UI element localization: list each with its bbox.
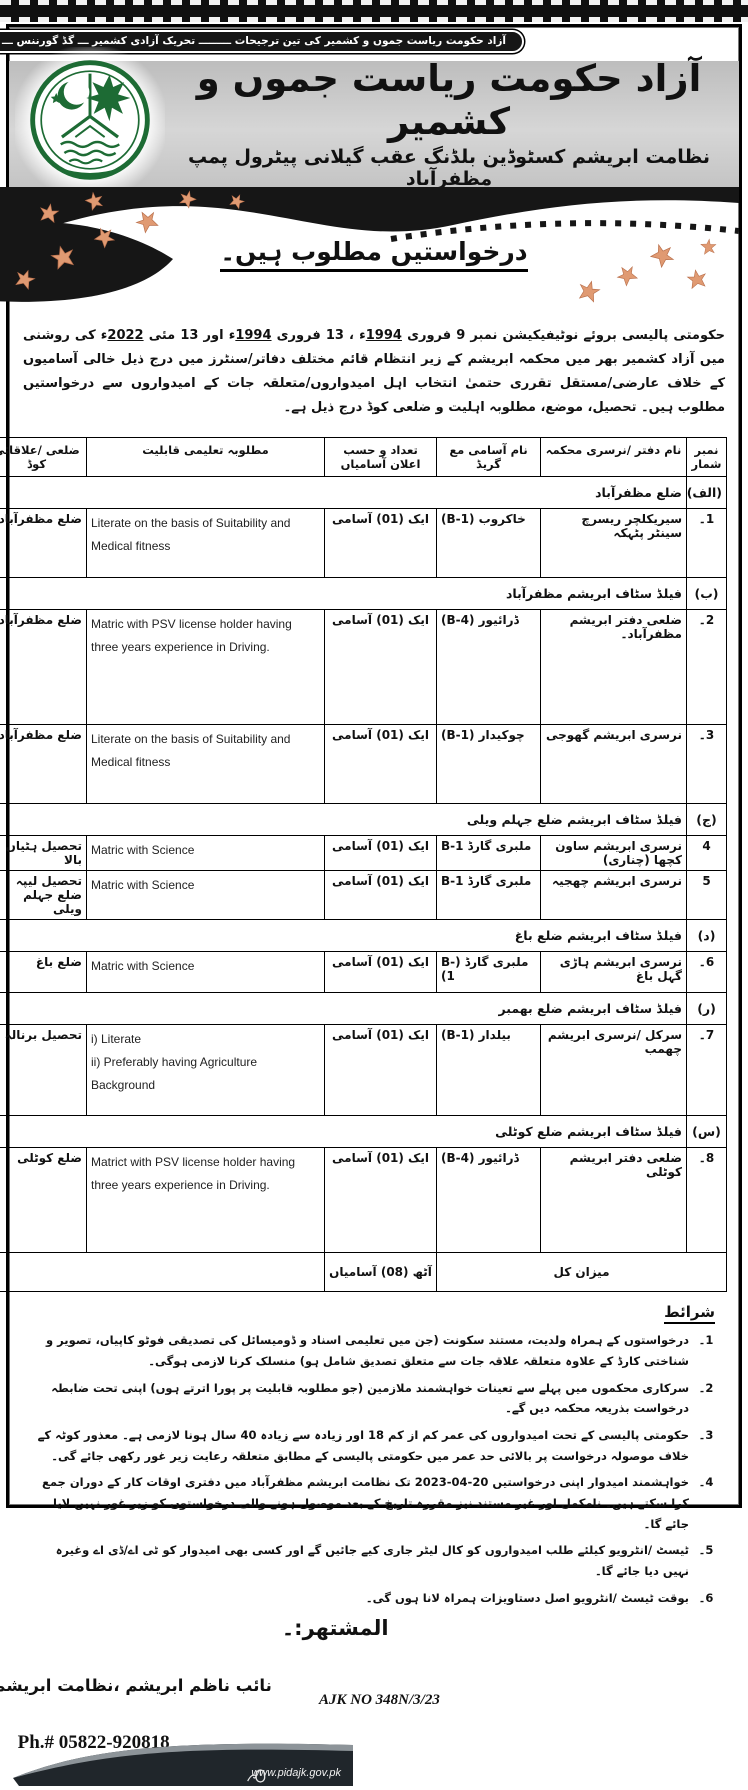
notification-date-1: 1994 <box>365 328 402 343</box>
filmstrip-border <box>0 0 748 22</box>
condition-item: 3۔ حکومتی پالیسی کے تحت امیدواروں کی عمر… <box>37 1427 714 1463</box>
condition-item: 2۔ سرکاری محکموں میں پہلے سے تعینات خواہ… <box>51 1380 714 1416</box>
chinar-leaf-icon <box>86 74 131 122</box>
table-row: 8۔ ضلعی دفتر ابریشم کوٹلی ڈرائیور (B-4) … <box>0 1147 727 1254</box>
col-count: تعداد و حسب اعلان آسامیاں <box>324 437 437 478</box>
vacancies-table: نمبر شمار نام دفتر /نرسری محکمہ نام آسام… <box>0 437 727 1293</box>
table-row: 7۔ سرکل /نرسری ابریشم چھمب بیلدار (B-1) … <box>0 1024 727 1117</box>
section-row-bay: (ب) فیلڈ سٹاف ابریشم مظفرآباد <box>0 577 727 611</box>
col-office: نام دفتر /نرسری محکمہ <box>540 437 687 478</box>
col-serial: نمبر شمار <box>686 437 727 478</box>
table-row: 4 نرسری ابریشم ساون کچھا (چناری) ملبری گ… <box>0 835 727 872</box>
condition-item: 1۔ درخواستوں کے ہمراہ ولدیت، مستند سکونت… <box>46 1333 714 1368</box>
applications-invited-heading: درخواستیں مطلوب ہیں۔ <box>9 237 739 272</box>
masthead-text: آزاد حکومت ریاست جموں و کشمیر نظامت ابری… <box>9 57 739 190</box>
crescent-star-icon <box>50 79 90 110</box>
state-emblem-logo <box>29 59 151 185</box>
section-row-jeem: (ج) فیلڈ سٹاف ابریشم ضلع جہلم ویلی <box>0 803 727 837</box>
table-header-row: نمبر شمار نام دفتر /نرسری محکمہ نام آسام… <box>0 437 727 478</box>
masthead: آزاد حکومت ریاست جموں و کشمیر نظامت ابری… <box>9 47 739 197</box>
table-row: 1۔ سیریکلچر ریسرچ سینٹر پٹہکہ خاکروب (B-… <box>0 508 727 579</box>
section-row-ray: (ر) فیلڈ سٹاف ابریشم ضلع بھمبر <box>0 992 727 1026</box>
pid-website-swoosh: www.pidajk.gov.pk <box>13 1738 353 1787</box>
notification-date-3: 2022 <box>107 328 144 343</box>
footer: المشتهر:۔ نائب ناظم ابریشم ،نظامت ابریشم… <box>0 1614 739 1790</box>
table-row: 3۔ نرسری ابریشم گھوجی چوکیدار (B-1) ایک … <box>0 724 727 805</box>
conditions-heading: شرائط <box>664 1303 715 1325</box>
col-qualification: مطلوبہ تعلیمی قابلیت <box>86 437 325 478</box>
section-row-seen: (س) فیلڈ سٹاف ابریشم ضلع کوٹلی <box>0 1115 727 1149</box>
conditions-section: شرائط 1۔ درخواستوں کے ہمراہ ولدیت، مستند… <box>9 1292 739 1608</box>
advertiser-heading: المشتهر:۔ <box>281 1616 389 1641</box>
website-row: www.pidajk.gov.pk <box>246 1767 341 1784</box>
condition-item: 6۔ بوقت ٹیسٹ /انٹرویو اصل دستاویزات ہمرا… <box>365 1590 714 1605</box>
table-row: 5 نرسری ابریشم چھجیہ ملبری گارڈ B-1 ایک … <box>0 870 727 921</box>
col-post: نام آسامی مع گریڈ <box>436 437 541 478</box>
intro-paragraph: حکومتی پالیسی بروئے نوٹیفیکیشن نمبر 9 فر… <box>23 328 726 416</box>
section-row-alif: (الف) ضلع مظفرآباد <box>0 476 727 510</box>
wave-leaves-graphic <box>0 187 739 303</box>
section-row-daal: (د) فیلڈ سٹاف ابریشم ضلع باغ <box>0 919 727 953</box>
mountain-water-icon <box>60 114 120 165</box>
advertiser-name: نائب ناظم ابریشم ،نظامت ابریشم مظفرآباد <box>0 1676 272 1696</box>
total-row: میزان کل آٹھ (08) آسامیاں <box>0 1252 727 1293</box>
page-title: آزاد حکومت ریاست جموں و کشمیر <box>196 57 703 143</box>
intro-text: حکومتی پالیسی بروئے نوٹیفیکیشن نمبر 9 فر… <box>401 328 726 343</box>
table-row: 2۔ ضلعی دفتر ابریشم مظفرآباد۔ ڈرائیور (B… <box>0 609 727 726</box>
notification-date-2: 1994 <box>235 328 272 343</box>
condition-item: 4۔ خواہشمند امیدوار اپنی درخواستیں 20-04… <box>41 1475 714 1531</box>
advertisement-frame: آزاد حکومت ریاست جموں و کشمیر کی تین ترج… <box>0 24 742 1787</box>
condition-item: 5۔ ٹیسٹ /انٹرویو کیلئے طلب امیدواروں کو … <box>55 1543 714 1579</box>
total-empty-cell <box>0 1252 325 1293</box>
decorative-wave-band: درخواستیں مطلوب ہیں۔ <box>0 187 739 305</box>
office-address-subtitle: نظامت ابریشم کسٹوڈین بلڈنگ عقب گیلانی پی… <box>187 145 711 190</box>
ajk-reference-number: AJK NO 348N/3/23 <box>319 1692 440 1709</box>
emblem-glow <box>15 47 165 197</box>
table-row: 6۔ نرسری ابریشم ہاڑی گہل باغ ملبری گارڈ … <box>0 951 727 994</box>
col-quota: ضلعی /علاقائی کوڈ <box>0 437 87 478</box>
